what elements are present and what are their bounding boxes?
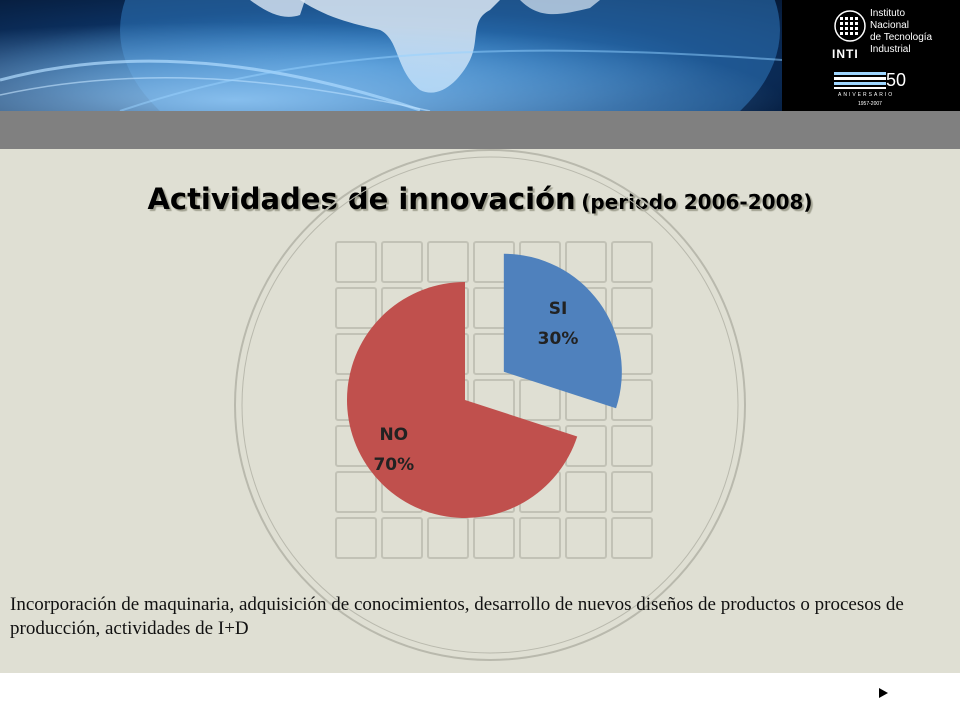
grid-cell [381,517,423,559]
inti-brand: INTI [832,47,859,61]
grid-cell [335,471,377,513]
slide-caption: Incorporación de maquinaria, adquisición… [10,594,904,639]
grid-cell [335,241,377,283]
anniversary-years: 1957-2007 [858,101,882,107]
grid-cell [519,517,561,559]
grid-cell [611,517,653,559]
pie-label-value: 30% [538,329,579,349]
chart-background-decoration [234,149,746,661]
inti-name-line: Instituto [870,8,906,19]
pie-label-value: 70% [373,455,414,475]
inti-name-line: Industrial [870,44,911,55]
pie-labels: SI 30% NO 70% [373,299,578,475]
slide-title-main: Actividades de innovación [147,182,576,216]
grid-cell [611,425,653,467]
grid-cell [565,471,607,513]
grid-cell [611,471,653,513]
grid-cell [473,517,515,559]
grid-cell [565,517,607,559]
pie-label-category: NO [379,425,408,445]
pie-slices [347,253,622,518]
grid-cell [611,287,653,329]
header-banner [0,0,782,111]
grid-cell [427,241,469,283]
pie-label-category: SI [549,299,568,319]
pie-slice-no [347,282,578,518]
slide-title: Actividades de innovación (periodo 2006-… [0,182,960,216]
inti-emblem-icon [834,10,866,42]
grid-cell [335,287,377,329]
anniversary-number: 50 [886,70,907,90]
inti-name: Instituto Nacional de Tecnología Industr… [870,8,932,56]
grid-cell [427,517,469,559]
world-globe-icon [0,0,782,111]
header-band [0,111,960,149]
grid-cell [335,517,377,559]
anniversary-stripes-icon [834,72,886,89]
grid-cell [611,241,653,283]
inti-logo: Instituto Nacional de Tecnología Industr… [782,0,960,111]
pie-slice-si [503,253,622,409]
grid-cell [381,241,423,283]
inti-name-line: Nacional [870,20,909,31]
anniversary-word: ANIVERSARIO [838,92,895,98]
grid-cell [565,241,607,283]
inti-name-line: de Tecnología [870,32,933,43]
next-slide-arrow-icon[interactable] [879,688,888,698]
